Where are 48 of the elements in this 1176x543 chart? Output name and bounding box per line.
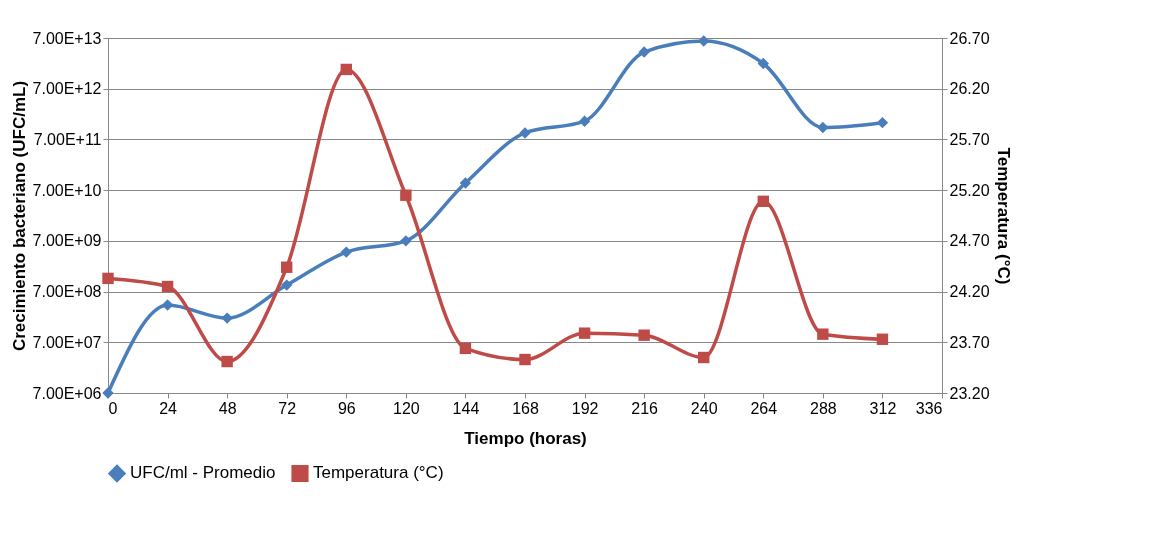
y2-tick-label: 23.70: [949, 333, 990, 351]
y-tick-label: 7.00E+08: [32, 283, 102, 301]
y-tick-label: 7.00E+07: [32, 333, 102, 351]
y-tick-label: 7.00E+13: [32, 29, 102, 47]
y2-axis-title: Temperatura (°C): [993, 147, 1013, 285]
x-tick-label: 144: [452, 399, 480, 417]
x-tick-label: 336: [915, 399, 943, 417]
y2-tick-label: 24.70: [949, 232, 990, 250]
x-tick-label: 0: [108, 399, 118, 417]
point: [221, 312, 233, 324]
y-tick-label: 7.00E+09: [32, 232, 102, 250]
y2-tick-label: 23.20: [949, 384, 990, 402]
legend-label: Temperatura (°C): [313, 463, 444, 483]
point: [876, 116, 889, 129]
y-tick-label: 7.00E+11: [33, 130, 102, 148]
x-tick-label: 312: [869, 399, 897, 417]
x-axis-title: Tiempo (horas): [464, 428, 587, 448]
y-tick-label: 7.00E+12: [32, 80, 102, 98]
x-tick-label: 48: [218, 399, 237, 417]
point: [578, 115, 591, 127]
point: [459, 177, 472, 189]
point: [281, 279, 293, 291]
x-tick-label: 24: [159, 399, 178, 417]
point: [400, 235, 412, 247]
point: [519, 127, 531, 139]
point: [340, 246, 352, 258]
point: [698, 35, 710, 47]
x-tick-label: 264: [750, 399, 778, 417]
x-tick-label: 72: [278, 399, 297, 417]
x-tick-label: 288: [810, 399, 837, 417]
y-tick-label: 7.00E+10: [32, 181, 102, 199]
y2-tick-label: 26.20: [949, 80, 990, 98]
legend-label: UFC/ml - Promedio: [130, 463, 276, 483]
point: [638, 46, 650, 58]
y2-tick-label: 24.20: [949, 283, 990, 301]
y2-tick-label: 25.20: [949, 181, 990, 199]
x-tick-label: 216: [631, 399, 659, 417]
x-tick-label: 120: [393, 399, 420, 417]
y-axis-title: Crecimiento bacteriano (UFC/mL): [9, 80, 29, 352]
point: [757, 57, 769, 70]
y2-tick-label: 25.70: [949, 130, 990, 148]
x-tick-label: 192: [571, 399, 599, 417]
point: [102, 387, 114, 399]
y-tick-label: 7.00E+06: [32, 384, 102, 402]
x-tick-label: 168: [512, 399, 539, 417]
y2-tick-label: 26.70: [949, 29, 990, 47]
x-tick-label: 240: [690, 399, 718, 417]
x-tick-label: 96: [337, 399, 356, 417]
